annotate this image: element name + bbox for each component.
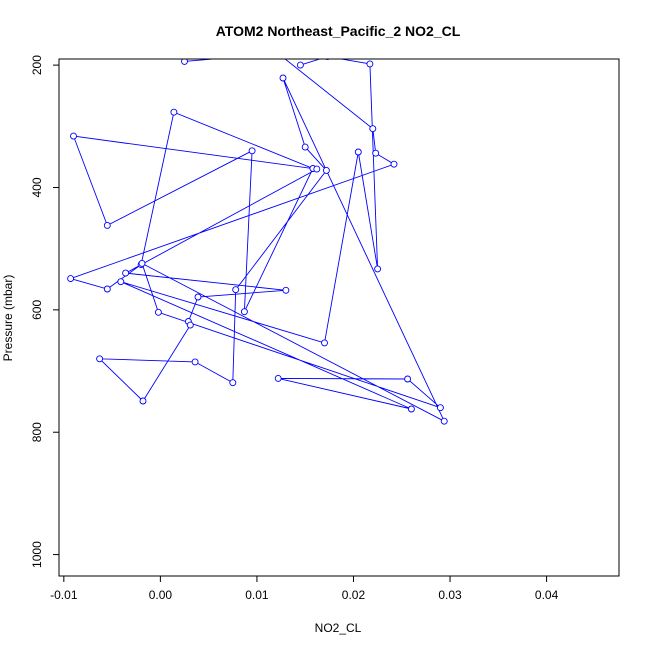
x-tick-label: 0.00 bbox=[149, 588, 173, 602]
data-point bbox=[407, 405, 415, 413]
x-tick-label: 0.04 bbox=[535, 588, 559, 602]
data-point bbox=[274, 374, 282, 382]
y-tick-label: 1000 bbox=[30, 541, 44, 568]
y-tick-label: 400 bbox=[30, 177, 44, 197]
data-point bbox=[170, 108, 178, 116]
series-line bbox=[69, 59, 446, 423]
data-point bbox=[122, 269, 130, 277]
data-point bbox=[67, 275, 75, 283]
data-point bbox=[96, 355, 104, 363]
y-tick-label: 200 bbox=[30, 55, 44, 75]
data-point bbox=[117, 278, 125, 286]
x-tick-label: 0.01 bbox=[245, 588, 269, 602]
x-tick-label: -0.01 bbox=[50, 588, 78, 602]
data-point bbox=[279, 74, 287, 82]
data-point bbox=[240, 308, 248, 316]
data-point bbox=[301, 143, 309, 151]
x-axis-label: NO2_CL bbox=[315, 621, 362, 635]
data-point bbox=[70, 132, 77, 140]
data-point bbox=[374, 265, 382, 273]
axis-ticks: -0.01 0.00 0.01 0.02 0.03 0.04 200 400 600 800 100… bbox=[30, 55, 559, 602]
data-point bbox=[139, 397, 147, 405]
data-point bbox=[232, 286, 240, 294]
data-point bbox=[248, 147, 256, 155]
data-point bbox=[181, 59, 188, 65]
data-point bbox=[103, 221, 111, 229]
data-point bbox=[321, 339, 328, 347]
data-point bbox=[369, 125, 377, 133]
data-point bbox=[186, 321, 194, 329]
data-point bbox=[313, 165, 321, 173]
data-point bbox=[404, 375, 412, 383]
y-axis-label: Pressure (mbar) bbox=[1, 275, 15, 362]
data-point bbox=[440, 417, 448, 425]
data-point bbox=[436, 404, 444, 412]
x-tick-label: 0.02 bbox=[342, 588, 366, 602]
data-point bbox=[390, 160, 398, 168]
data-point bbox=[282, 286, 290, 294]
data-series bbox=[67, 51, 448, 425]
data-point bbox=[322, 166, 330, 174]
data-point bbox=[275, 51, 281, 57]
data-point bbox=[372, 149, 380, 157]
data-point bbox=[229, 379, 237, 387]
data-point bbox=[296, 61, 304, 69]
y-tick-label: 800 bbox=[30, 422, 44, 442]
data-point bbox=[138, 259, 146, 267]
plot-frame bbox=[58, 58, 620, 577]
x-tick-label: 0.03 bbox=[438, 588, 462, 602]
chart-title: ATOM2 Northeast_Pacific_2 NO2_CL bbox=[216, 23, 461, 39]
data-point bbox=[194, 293, 202, 301]
data-point bbox=[191, 358, 199, 366]
data-point bbox=[103, 285, 111, 293]
data-point bbox=[354, 148, 362, 156]
y-tick-label: 600 bbox=[30, 300, 44, 320]
data-point bbox=[154, 308, 162, 316]
data-point bbox=[366, 60, 374, 68]
